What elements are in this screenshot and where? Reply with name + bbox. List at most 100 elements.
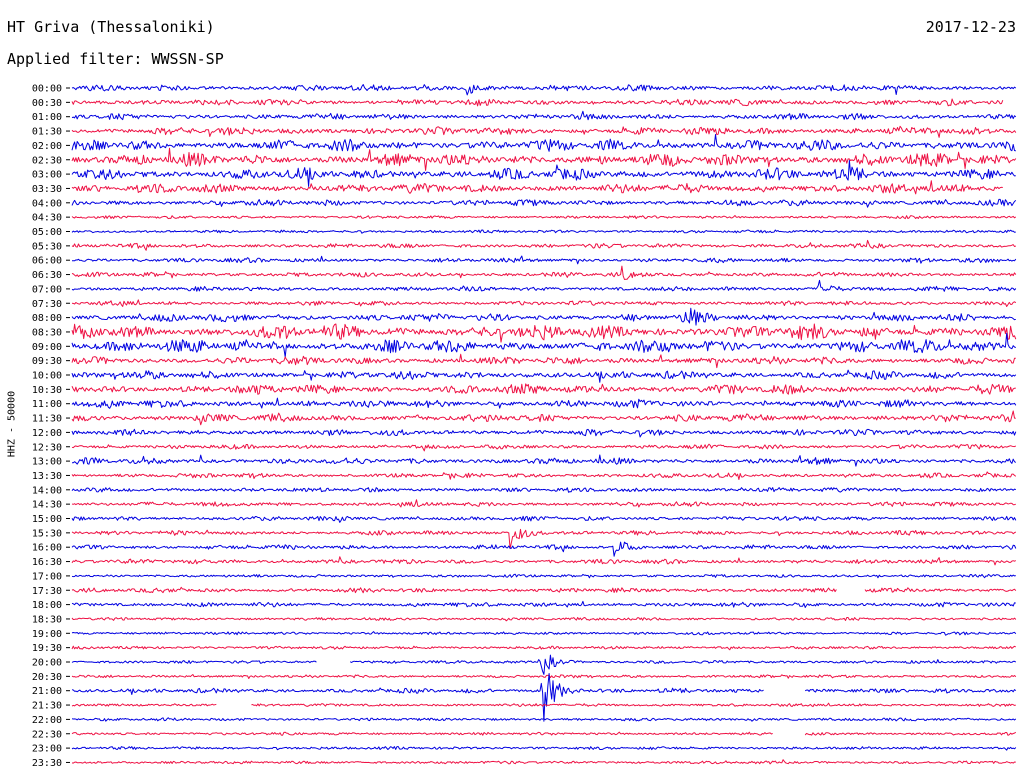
row-time-label: 18:00: [32, 600, 62, 611]
trace-row: [71, 428, 1017, 438]
row-time-label: 01:00: [32, 112, 62, 123]
trace-row: [71, 443, 1017, 452]
row-time-label: 22:00: [32, 715, 62, 726]
trace-row: [71, 279, 1017, 292]
row-time-label: 12:30: [32, 442, 62, 453]
row-time-label: 02:30: [32, 155, 62, 166]
row-time-label: 23:00: [32, 744, 62, 755]
station-title: HT Griva (Thessaloniki): [7, 18, 215, 36]
trace-row: [71, 759, 1016, 765]
trace-row: [71, 383, 1016, 395]
trace-row: [71, 410, 1016, 426]
row-time-label: 13:30: [32, 471, 62, 482]
row-time-label: 08:00: [32, 313, 62, 324]
row-time-label: 17:30: [32, 586, 62, 597]
trace-row: [71, 353, 1016, 369]
trace-row: [71, 134, 1016, 152]
trace-row: [71, 528, 1017, 550]
trace-row: [72, 454, 1017, 467]
row-time-label: 00:00: [32, 84, 62, 95]
trace-row: [71, 717, 1017, 722]
trace-row: [71, 323, 1017, 343]
trace-row: [71, 541, 1017, 557]
row-time-label: 04:00: [32, 198, 62, 209]
trace-row: [71, 160, 1016, 187]
trace-row: [72, 255, 1017, 265]
row-time-label: 14:00: [32, 485, 62, 496]
row-time-label: 23:30: [32, 758, 62, 769]
trace-row: [71, 499, 1016, 508]
trace-row: [71, 198, 1017, 208]
trace-row: [71, 265, 1017, 280]
row-time-label: 15:30: [32, 528, 62, 539]
row-time-label: 06:30: [32, 270, 62, 281]
trace-row: [71, 299, 1017, 307]
trace-row: [71, 147, 1017, 171]
trace-row: [71, 332, 1017, 358]
trace-row: [71, 110, 1017, 121]
trace-row: [71, 631, 1017, 636]
filter-label: Applied filter: WWSSN-SP: [7, 50, 224, 68]
row-time-label: 21:00: [32, 686, 62, 697]
trace-row: [71, 397, 1017, 409]
row-time-label: 10:30: [32, 385, 62, 396]
trace-row: [71, 731, 1017, 736]
trace-row: [71, 746, 1017, 751]
trace-row: [71, 586, 1017, 594]
row-time-label: 04:30: [32, 213, 62, 224]
row-time-label: 07:30: [32, 299, 62, 310]
trace-row: [71, 600, 1016, 608]
trace-row: [71, 98, 1004, 107]
row-time-label: 00:30: [32, 98, 62, 109]
row-time-label: 11:00: [32, 399, 62, 410]
trace-row: [71, 617, 1017, 622]
date-label: 2017-12-23: [925, 18, 1016, 36]
row-time-label: 09:30: [32, 356, 62, 367]
row-time-label: 08:30: [32, 327, 62, 338]
trace-row: [71, 84, 1017, 96]
row-time-label: 14:30: [32, 500, 62, 511]
trace-row: [71, 369, 1017, 383]
row-time-label: 20:00: [32, 658, 62, 669]
trace-row: [71, 515, 1017, 523]
row-time-label: 19:30: [32, 643, 62, 654]
trace-row: [71, 673, 1017, 722]
trace-row: [71, 556, 1017, 566]
trace-row: [71, 654, 1017, 675]
row-time-label: 01:30: [32, 127, 62, 138]
row-time-label: 16:30: [32, 557, 62, 568]
trace-row: [71, 645, 1017, 651]
trace-row: [71, 487, 1016, 493]
row-time-label: 17:00: [32, 571, 62, 582]
row-time-label: 22:30: [32, 729, 62, 740]
row-time-label: 20:30: [32, 672, 62, 683]
trace-row: [71, 229, 1016, 234]
row-time-label: 15:00: [32, 514, 62, 525]
row-time-label: 03:30: [32, 184, 62, 195]
row-time-label: 12:00: [32, 428, 62, 439]
row-time-label: 18:30: [32, 614, 62, 625]
row-time-label: 11:30: [32, 414, 62, 425]
row-time-label: 05:30: [32, 241, 62, 252]
trace-row: [71, 125, 1017, 138]
row-time-label: 02:00: [32, 141, 62, 152]
row-time-label: 03:00: [32, 170, 62, 181]
row-time-label: 13:00: [32, 457, 62, 468]
trace-row: [71, 573, 1016, 579]
row-time-label: 21:30: [32, 701, 62, 712]
row-time-label: 09:00: [32, 342, 62, 353]
trace-row: [71, 674, 1017, 679]
row-time-label: 19:00: [32, 629, 62, 640]
row-time-label: 06:00: [32, 256, 62, 267]
row-time-label: 05:00: [32, 227, 62, 238]
trace-row: [71, 471, 1017, 480]
trace-row: [71, 307, 1016, 326]
trace-row: [71, 180, 1003, 195]
trace-row: [71, 215, 1017, 220]
trace-row: [71, 702, 1016, 708]
row-time-label: 10:00: [32, 371, 62, 382]
row-time-label: 16:00: [32, 543, 62, 554]
trace-row: [71, 239, 1016, 251]
row-time-label: 07:00: [32, 284, 62, 295]
